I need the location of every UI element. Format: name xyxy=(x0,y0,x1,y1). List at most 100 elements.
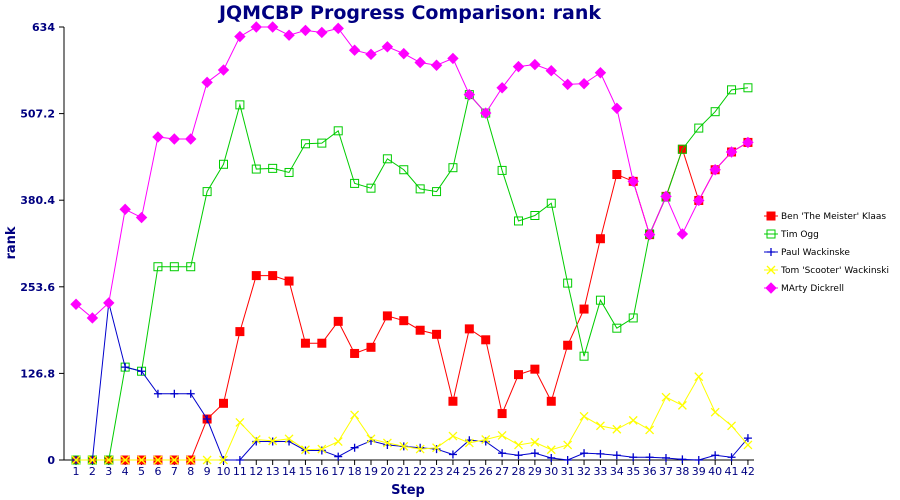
data-point xyxy=(169,455,179,465)
data-point xyxy=(121,363,130,372)
legend-item: MArty Dickrell xyxy=(764,282,844,294)
data-point xyxy=(317,338,327,348)
data-point xyxy=(561,78,574,91)
data-point xyxy=(268,436,278,446)
x-tick-label: 35 xyxy=(626,465,640,478)
x-tick-label: 27 xyxy=(495,465,509,478)
series-line xyxy=(76,375,749,461)
data-point xyxy=(415,444,425,454)
data-point xyxy=(366,183,376,193)
data-point xyxy=(432,187,442,197)
data-point xyxy=(398,47,410,60)
x-tick-label: 39 xyxy=(692,465,706,478)
data-point xyxy=(70,298,82,310)
x-tick-label: 36 xyxy=(643,465,657,478)
data-point xyxy=(350,443,359,452)
data-point xyxy=(612,424,622,434)
data-point xyxy=(580,449,589,458)
data-point xyxy=(299,24,312,37)
data-point xyxy=(766,211,776,221)
data-point xyxy=(661,453,670,462)
x-tick-label: 17 xyxy=(331,465,345,478)
data-point xyxy=(186,262,196,272)
legend-item: Tom 'Scooter' Wackinski xyxy=(764,265,889,276)
data-point xyxy=(627,175,639,188)
data-point xyxy=(612,451,621,460)
data-point xyxy=(300,445,310,455)
data-point xyxy=(710,407,720,417)
data-point xyxy=(268,163,278,173)
data-point xyxy=(645,425,655,435)
x-tick-label: 23 xyxy=(430,465,444,478)
series-line xyxy=(76,141,749,461)
data-point xyxy=(217,64,230,76)
data-point xyxy=(202,187,212,197)
data-point xyxy=(595,234,605,244)
series-group xyxy=(71,137,753,465)
x-tick-label: 13 xyxy=(266,465,280,478)
data-point xyxy=(153,389,162,398)
data-point xyxy=(251,435,261,444)
data-point xyxy=(381,41,394,53)
x-tick-label: 16 xyxy=(315,465,329,478)
series-line xyxy=(76,302,749,461)
data-point xyxy=(332,22,344,35)
data-point xyxy=(612,323,622,333)
data-point xyxy=(447,52,459,65)
data-point xyxy=(563,456,572,464)
data-point xyxy=(350,348,360,358)
data-point xyxy=(430,59,443,71)
data-point xyxy=(120,455,130,465)
data-point xyxy=(710,107,720,117)
x-tick-label: 14 xyxy=(282,465,296,478)
data-point xyxy=(678,455,687,464)
data-point xyxy=(250,21,262,33)
data-point xyxy=(366,342,376,352)
x-tick-label: 22 xyxy=(413,465,427,478)
data-point xyxy=(382,311,392,321)
data-point xyxy=(382,438,392,448)
data-point xyxy=(578,77,590,90)
data-point xyxy=(432,443,442,453)
data-point xyxy=(725,146,738,158)
data-point xyxy=(284,167,294,177)
data-point xyxy=(153,262,163,272)
x-tick-label: 30 xyxy=(544,465,558,478)
data-point xyxy=(284,276,294,286)
x-tick-label: 12 xyxy=(249,465,263,478)
data-point xyxy=(169,262,179,272)
data-point xyxy=(300,338,310,348)
data-point xyxy=(529,58,541,71)
data-point xyxy=(251,271,261,281)
x-tick-label: 33 xyxy=(593,465,607,478)
data-point xyxy=(416,443,425,452)
data-point xyxy=(135,211,148,224)
y-axis-label: rank xyxy=(4,226,19,259)
data-point xyxy=(694,123,704,133)
data-point xyxy=(350,178,360,188)
x-tick-label: 19 xyxy=(364,465,378,478)
data-point xyxy=(545,65,557,77)
data-point xyxy=(316,26,328,39)
data-point xyxy=(693,194,705,207)
data-point xyxy=(235,327,245,337)
legend-label: Tim Ogg xyxy=(780,230,819,240)
x-tick-label: 41 xyxy=(725,465,739,478)
y-tick-label: 380.4 xyxy=(20,194,55,207)
data-point xyxy=(694,372,704,382)
x-tick-label: 37 xyxy=(659,465,673,478)
data-point xyxy=(186,455,196,465)
legend-label: Ben 'The Meister' Klaas xyxy=(781,212,886,222)
x-tick-label: 25 xyxy=(462,465,476,478)
data-point xyxy=(497,165,507,175)
data-point xyxy=(448,431,458,441)
data-point xyxy=(612,170,622,180)
data-point xyxy=(218,159,228,169)
data-point xyxy=(464,438,474,448)
data-point xyxy=(530,210,540,220)
data-point xyxy=(596,449,605,458)
data-point xyxy=(153,455,163,465)
data-point xyxy=(514,440,523,450)
data-point xyxy=(87,455,97,465)
x-tick-label: 31 xyxy=(561,465,575,478)
